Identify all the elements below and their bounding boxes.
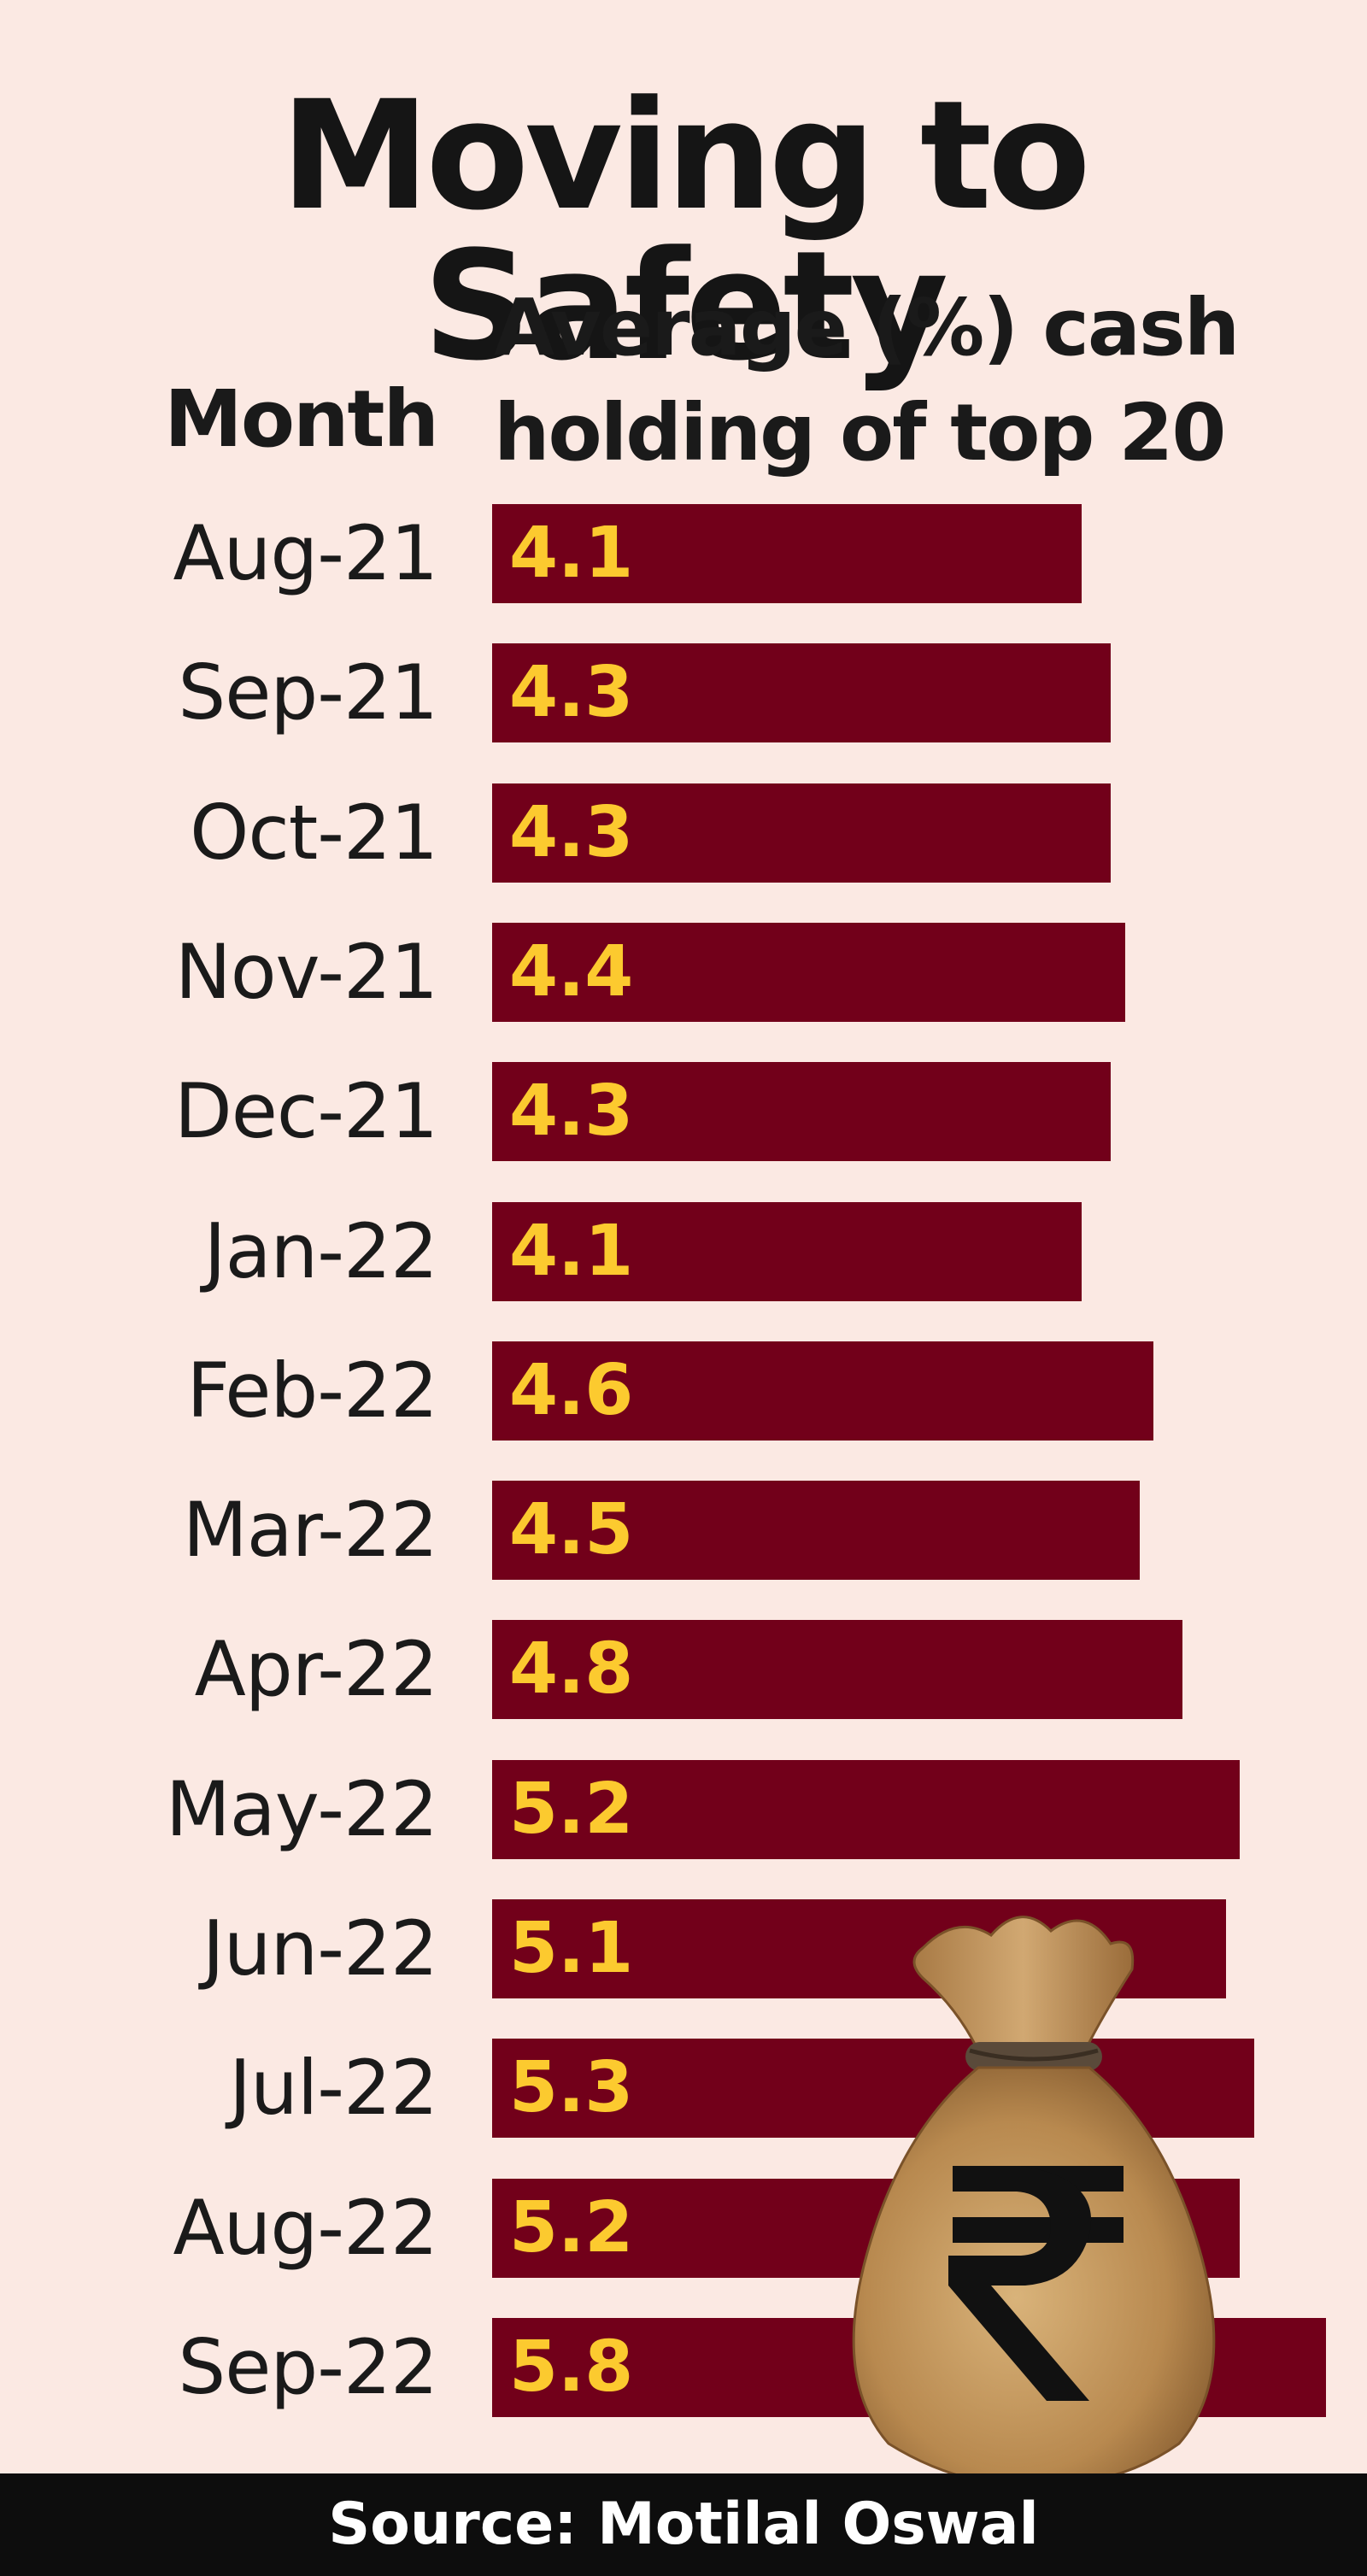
month-label: Aug-22 (173, 2184, 438, 2272)
bar-value-label: 4.3 (509, 652, 634, 733)
month-label: Jul-22 (229, 2044, 438, 2132)
month-label: Nov-21 (174, 928, 438, 1016)
month-label: Aug-21 (173, 509, 438, 597)
money-bag-rupee-icon (852, 1916, 1216, 2488)
bar (492, 643, 1111, 742)
month-label: Dec-21 (173, 1067, 438, 1155)
bar-value-label: 4.1 (509, 1211, 634, 1292)
bar-value-label: 4.6 (509, 1350, 634, 1431)
bar-value-label: 4.4 (509, 931, 634, 1012)
bar (492, 923, 1125, 1022)
bar-value-label: 5.1 (509, 1908, 634, 1989)
source-footer: Source: Motilal Oswal (0, 2473, 1367, 2576)
bar-value-label: 5.2 (509, 2187, 634, 2268)
bar (492, 1341, 1153, 1441)
month-label: Sep-22 (178, 2323, 438, 2411)
bar (492, 1620, 1182, 1719)
bar (492, 783, 1111, 883)
month-label: Oct-21 (190, 789, 438, 877)
bar-value-label: 4.1 (509, 513, 634, 594)
bar (492, 1202, 1082, 1301)
bar (492, 1062, 1111, 1161)
bar-value-label: 5.8 (509, 2327, 634, 2408)
month-label: Jan-22 (203, 1207, 438, 1295)
month-label: Sep-21 (178, 648, 438, 736)
bar (492, 504, 1082, 603)
month-label: Jun-22 (202, 1904, 438, 1992)
month-label: Feb-22 (186, 1347, 438, 1435)
bar-value-label: 4.3 (509, 792, 634, 873)
month-label: Mar-22 (182, 1486, 438, 1574)
bar-value-label: 5.3 (509, 2047, 634, 2128)
bar-value-label: 5.2 (509, 1769, 634, 1850)
bar (492, 1481, 1140, 1580)
month-label: May-22 (165, 1765, 438, 1853)
month-column-header: Month (164, 373, 439, 465)
bar-value-label: 4.8 (509, 1628, 634, 1710)
bar-value-label: 4.3 (509, 1071, 634, 1152)
chart-title: Moving to Safety (280, 68, 1091, 394)
bar-value-label: 4.5 (509, 1489, 634, 1570)
bar (492, 1760, 1240, 1859)
month-label: Apr-22 (194, 1625, 438, 1713)
